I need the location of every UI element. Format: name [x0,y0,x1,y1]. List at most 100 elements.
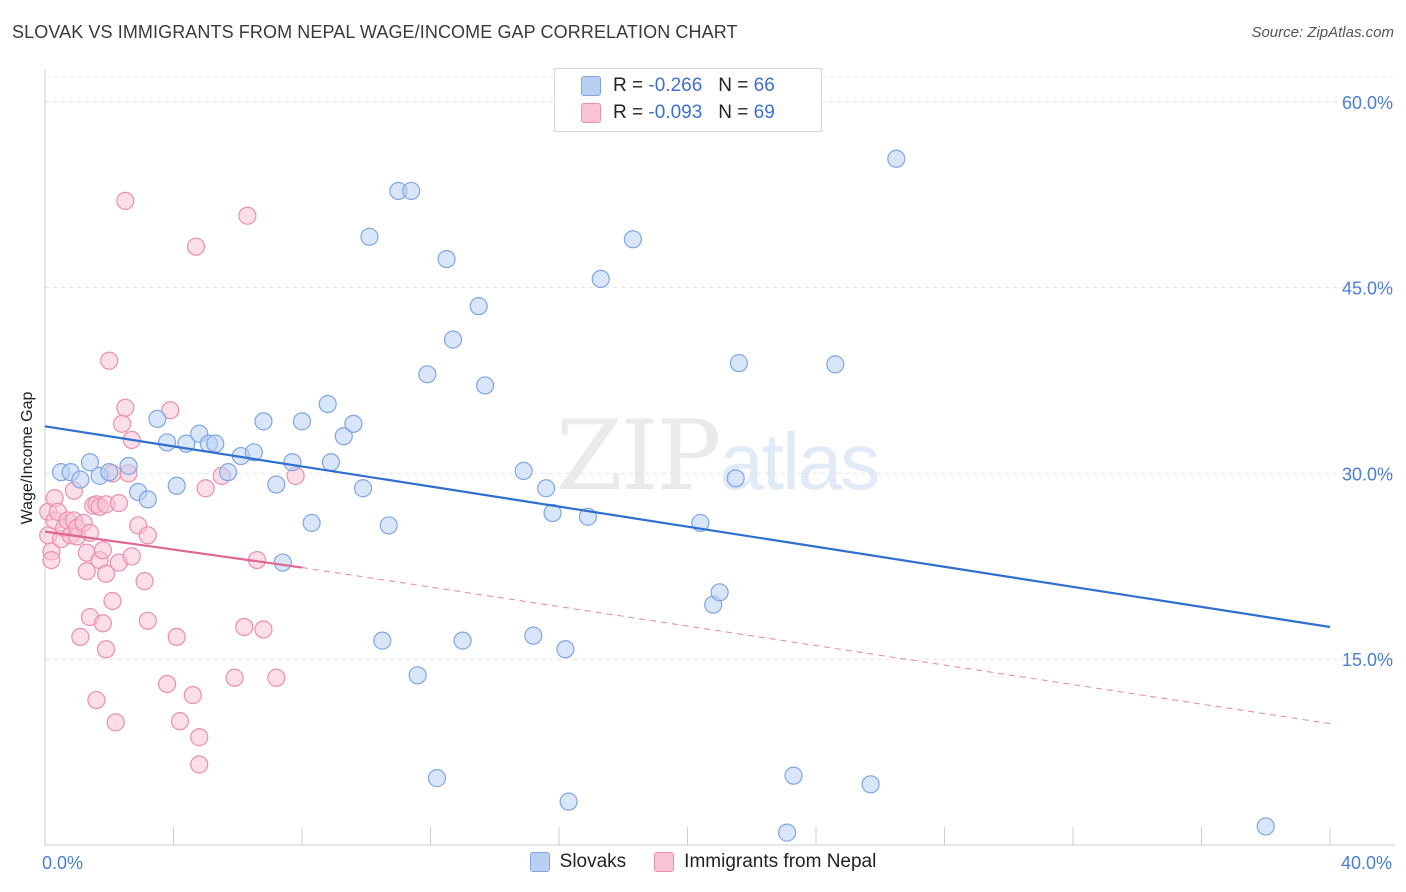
slovak-point [418,365,437,384]
slovak-point [559,792,578,811]
legend-n-value: 69 [753,102,775,123]
nepal-point [96,640,116,659]
nepal-point [138,611,157,630]
slovak-point [138,490,157,509]
x-tick-min: 0.0% [42,853,84,873]
legend-r-label: R = [613,75,644,96]
nepal-point [42,550,61,570]
slovak-point [379,516,398,535]
nepal-point [106,713,125,732]
nepal-point [77,562,96,581]
slovak-point [344,414,363,433]
slovak-point [514,461,533,481]
nepal-point [183,686,202,705]
nepal-point [167,627,186,646]
y-tick-label: 60.0% [1342,93,1393,113]
slovak-point [726,469,745,488]
legend-r-value: -0.266 [648,75,703,96]
slovak-point [302,513,321,533]
slovak-point [777,823,797,842]
slovaks-trend-line [44,425,1331,629]
slovak-point [244,443,263,462]
slovak-point [524,626,543,645]
slovak-point [861,775,880,794]
slovak-point [443,330,463,349]
legend-item-slovaks[interactable]: Slovaks [529,851,627,873]
slovak-point [373,631,392,650]
slovak-point [254,412,273,431]
slovak-point [71,470,90,489]
grid-lines [45,76,1395,660]
slovak-point [591,269,610,289]
legend-n-label: N = [718,102,749,123]
legend-r-value: -0.093 [648,102,703,123]
nepal-point [267,668,286,687]
slovak-point [453,631,472,650]
y-tick-label: 30.0% [1342,464,1393,484]
slovak-point [887,149,906,168]
slovak-point [157,433,177,452]
slovak-point [402,181,421,201]
nepal-point [112,414,132,433]
nepal-point [116,191,135,210]
nepal-trend-line [44,530,303,569]
series-legend: Slovaks Immigrants from Nepal [0,851,1406,873]
slovak-point [283,453,302,472]
axes [44,70,1395,846]
nepal-point [196,479,215,498]
legend-item-nepal[interactable]: Immigrants from Nepal [654,851,876,873]
slovak-point [408,666,427,685]
nepal-point [157,674,177,694]
trend-lines [44,425,1331,725]
nepal-point [254,620,273,639]
slovak-point [119,456,138,476]
legend-row-slovaks: R = -0.266 N = 66 [555,73,775,99]
slovak-point [353,479,373,498]
nepal-point [190,728,209,747]
slovak-point [537,479,556,498]
slovak-point [427,769,447,788]
nepal-swatch [581,103,601,123]
slovak-point [334,427,353,446]
slovak-point [167,476,186,495]
slovak-point [437,249,456,269]
legend-label-nepal: Immigrants from Nepal [684,851,877,872]
legend-row-nepal: R = -0.093 N = 69 [555,100,775,126]
nepal-point [138,526,157,545]
y-tick-labels: 15.0% 30.0% 45.0% 60.0% [1342,93,1393,670]
watermark-atlas: atlas [719,417,880,506]
nepal-point [135,572,154,591]
slovak-point [360,227,379,246]
nepal-point [235,617,254,637]
nepal-point [109,494,128,513]
nepal-point [122,547,141,566]
nepal-point [225,668,244,687]
slovaks-legend-swatch [529,852,550,872]
slovak-point [80,453,100,472]
legend-label-slovaks: Slovaks [559,851,627,872]
slovak-point [206,434,225,453]
nepal-point [161,401,180,420]
slovak-point [556,640,575,659]
nepal-point [116,398,135,417]
slovak-point [623,230,642,249]
nepal-trend-extension [301,567,1331,725]
watermark: ZIPatlas [556,400,880,512]
slovak-point [784,766,803,785]
nepal-point [190,755,209,774]
slovak-point [710,583,729,602]
source-label: Source: ZipAtlas.com [1251,24,1394,41]
slovak-point [148,409,167,428]
x-tick-max: 40.0% [1340,853,1392,873]
slovak-point [100,463,119,482]
nepal-point [103,591,122,611]
slovak-point [321,453,341,472]
slovak-point [476,376,495,395]
slovak-point [219,463,238,482]
slovak-point [292,412,312,431]
nepal-point [186,237,206,256]
correlation-legend: R = -0.266 N = 66 R = -0.093 N = 69 [554,68,822,132]
y-tick-label: 15.0% [1342,650,1393,670]
slovak-points [51,149,1275,842]
